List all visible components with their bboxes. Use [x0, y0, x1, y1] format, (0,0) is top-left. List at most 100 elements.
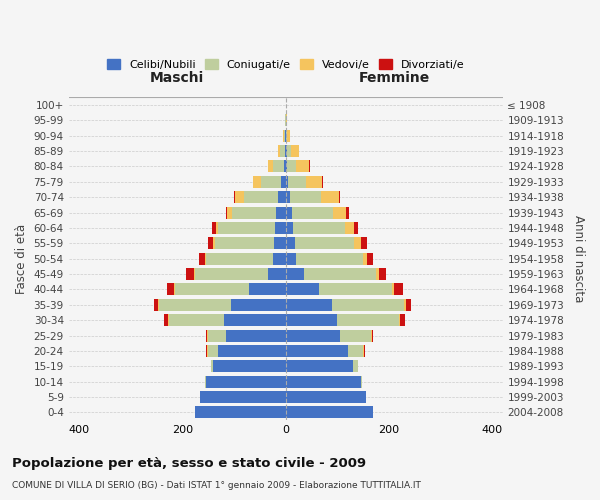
- Bar: [158, 299, 159, 311]
- Bar: [195, 268, 268, 280]
- Bar: [218, 222, 275, 234]
- Bar: [347, 345, 363, 357]
- Bar: [173, 284, 175, 296]
- Bar: [213, 360, 286, 372]
- Bar: [286, 176, 288, 188]
- Bar: [364, 345, 365, 357]
- Bar: [353, 360, 358, 372]
- Bar: [211, 360, 213, 372]
- Bar: [286, 238, 295, 250]
- Bar: [363, 252, 367, 264]
- Bar: [206, 345, 207, 357]
- Bar: [345, 222, 355, 234]
- Bar: [216, 222, 218, 234]
- Bar: [286, 130, 287, 141]
- Bar: [283, 130, 284, 141]
- Bar: [275, 222, 286, 234]
- Bar: [361, 238, 367, 250]
- Bar: [286, 284, 319, 296]
- Text: Popolazione per età, sesso e stato civile - 2009: Popolazione per età, sesso e stato civil…: [12, 458, 366, 470]
- Bar: [278, 145, 280, 157]
- Bar: [286, 330, 340, 342]
- Bar: [207, 330, 208, 342]
- Bar: [206, 252, 272, 264]
- Bar: [272, 252, 286, 264]
- Bar: [261, 176, 281, 188]
- Bar: [296, 160, 310, 172]
- Bar: [286, 360, 353, 372]
- Bar: [232, 206, 277, 218]
- Bar: [319, 284, 392, 296]
- Bar: [277, 206, 286, 218]
- Bar: [244, 191, 278, 203]
- Bar: [280, 145, 284, 157]
- Text: COMUNE DI VILLA DI SERIO (BG) - Dati ISTAT 1° gennaio 2009 - Elaborazione TUTTIT: COMUNE DI VILLA DI SERIO (BG) - Dati IST…: [12, 481, 421, 490]
- Bar: [284, 145, 286, 157]
- Bar: [284, 130, 285, 141]
- Bar: [322, 176, 323, 188]
- Bar: [154, 299, 158, 311]
- Bar: [226, 330, 286, 342]
- Bar: [187, 268, 194, 280]
- Bar: [274, 238, 286, 250]
- Bar: [372, 330, 373, 342]
- Bar: [278, 191, 286, 203]
- Bar: [194, 268, 195, 280]
- Bar: [379, 268, 386, 280]
- Bar: [218, 345, 286, 357]
- Bar: [205, 376, 206, 388]
- Bar: [167, 284, 173, 296]
- Bar: [284, 160, 286, 172]
- Bar: [286, 299, 332, 311]
- Bar: [234, 191, 235, 203]
- Bar: [291, 145, 299, 157]
- Bar: [286, 345, 347, 357]
- Bar: [376, 268, 379, 280]
- Bar: [286, 406, 373, 418]
- Bar: [268, 268, 286, 280]
- Bar: [215, 238, 274, 250]
- Text: Femmine: Femmine: [358, 71, 430, 85]
- Bar: [208, 238, 213, 250]
- Bar: [340, 330, 371, 342]
- Bar: [250, 284, 286, 296]
- Bar: [195, 406, 286, 418]
- Bar: [206, 330, 207, 342]
- Bar: [287, 145, 291, 157]
- Bar: [286, 268, 304, 280]
- Bar: [304, 268, 376, 280]
- Bar: [212, 222, 216, 234]
- Bar: [224, 314, 286, 326]
- Bar: [205, 252, 206, 264]
- Bar: [361, 376, 362, 388]
- Bar: [207, 345, 208, 357]
- Bar: [286, 376, 361, 388]
- Bar: [169, 314, 224, 326]
- Bar: [286, 191, 290, 203]
- Bar: [208, 345, 218, 357]
- Bar: [333, 206, 346, 218]
- Bar: [367, 252, 373, 264]
- Y-axis label: Anni di nascita: Anni di nascita: [572, 215, 585, 302]
- Bar: [286, 114, 287, 126]
- Bar: [287, 160, 296, 172]
- Bar: [346, 206, 349, 218]
- Bar: [392, 284, 394, 296]
- Bar: [288, 176, 306, 188]
- Bar: [394, 284, 403, 296]
- Bar: [286, 145, 287, 157]
- Bar: [287, 130, 290, 141]
- Bar: [208, 330, 226, 342]
- Bar: [281, 176, 286, 188]
- Bar: [175, 284, 250, 296]
- Bar: [200, 391, 286, 403]
- Bar: [164, 314, 169, 326]
- Bar: [296, 252, 363, 264]
- Bar: [227, 206, 232, 218]
- Bar: [404, 299, 406, 311]
- Bar: [406, 299, 411, 311]
- Bar: [286, 222, 293, 234]
- Bar: [400, 314, 406, 326]
- Bar: [306, 176, 322, 188]
- Bar: [226, 206, 227, 218]
